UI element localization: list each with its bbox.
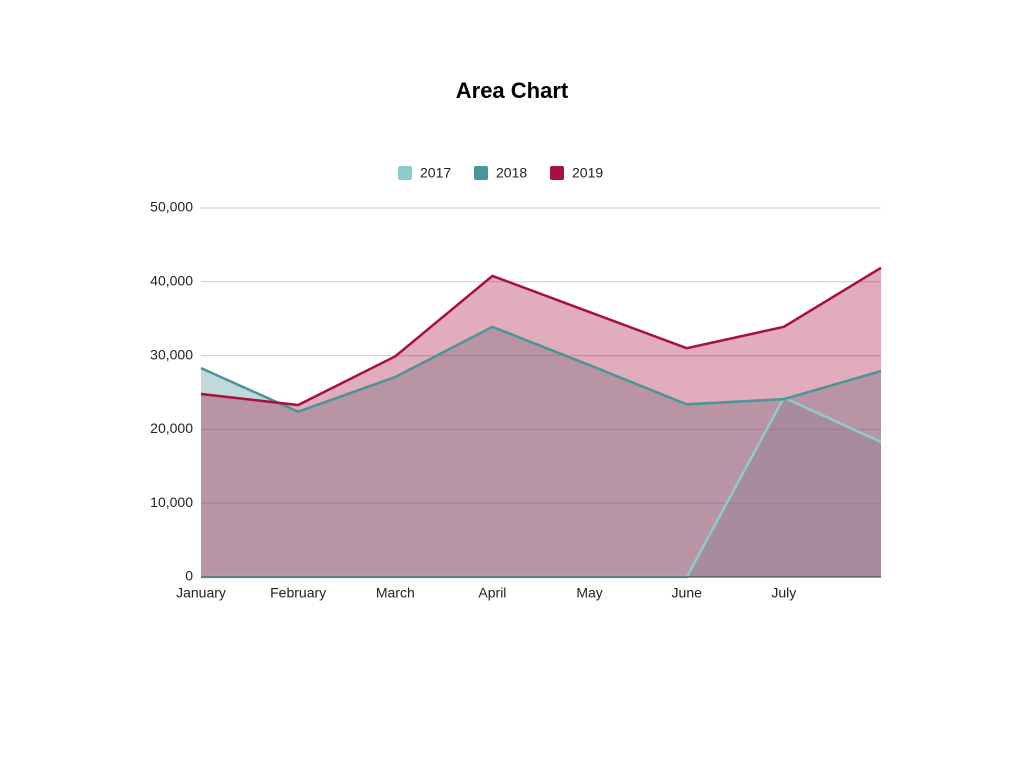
x-tick-label: April xyxy=(478,585,506,601)
legend-label: 2017 xyxy=(420,165,451,181)
legend-swatch xyxy=(550,166,564,180)
area xyxy=(201,267,881,577)
legend-swatch xyxy=(398,166,412,180)
y-tick-label: 50,000 xyxy=(150,199,193,215)
legend-label: 2019 xyxy=(572,165,603,181)
legend-swatch xyxy=(474,166,488,180)
x-tick-label: March xyxy=(376,585,415,601)
x-tick-label: June xyxy=(672,585,703,601)
area-line xyxy=(200,325,882,414)
x-tick-label: February xyxy=(270,585,326,601)
y-tick-label: 30,000 xyxy=(150,346,193,362)
x-tick-label: July xyxy=(771,585,796,601)
area xyxy=(201,326,881,577)
y-tick-label: 40,000 xyxy=(150,273,193,289)
legend-label: 2018 xyxy=(496,165,527,181)
y-tick-label: 20,000 xyxy=(150,420,193,436)
y-tick-label: 10,000 xyxy=(150,494,193,510)
y-tick-label: 0 xyxy=(185,568,193,584)
area-line xyxy=(200,266,882,407)
chart-title: Area Chart xyxy=(456,78,569,103)
x-tick-label: January xyxy=(176,585,226,601)
x-tick-label: May xyxy=(576,585,602,601)
